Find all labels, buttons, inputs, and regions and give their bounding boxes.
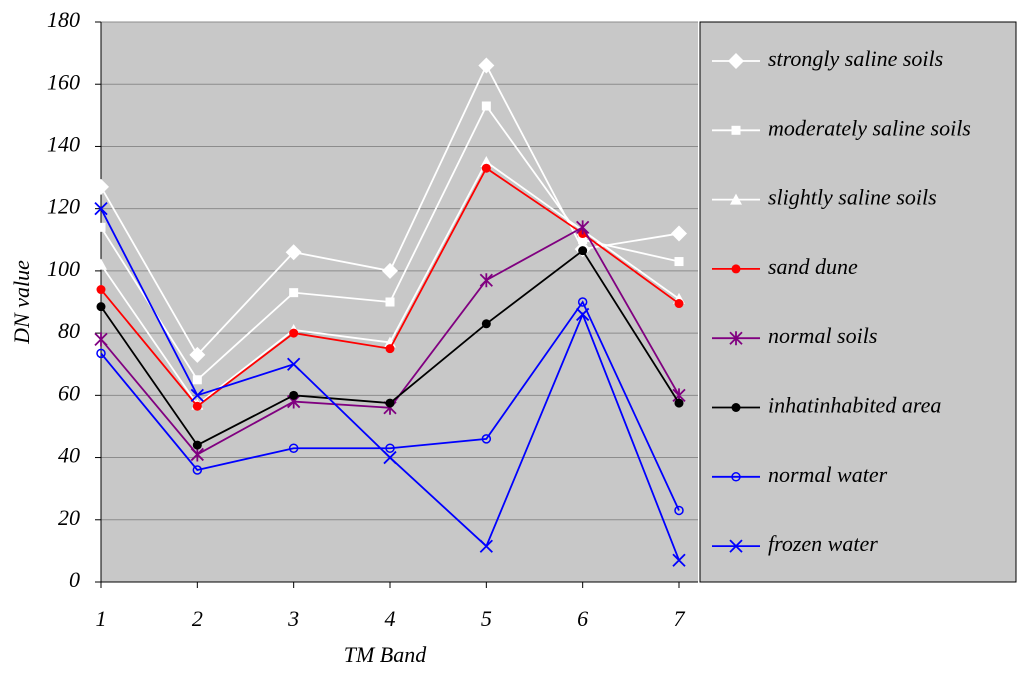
- marker: [289, 390, 299, 400]
- legend-marker: [731, 403, 741, 412]
- x-tick-label: 3: [287, 606, 299, 631]
- x-tick-label: 5: [481, 606, 492, 631]
- marker: [576, 307, 590, 322]
- legend-marker: [728, 53, 744, 69]
- x-tick-label: 4: [385, 606, 396, 631]
- marker: [96, 285, 106, 295]
- y-tick-label: 60: [58, 380, 80, 405]
- marker: [382, 262, 398, 279]
- marker: [674, 505, 684, 516]
- legend-marker: [729, 331, 743, 346]
- y-tick-label: 40: [58, 443, 80, 468]
- marker: [478, 57, 495, 74]
- series-line: [100, 300, 680, 511]
- x-tick-label: 2: [192, 606, 203, 631]
- marker: [385, 443, 395, 453]
- marker: [289, 328, 299, 338]
- marker: [192, 375, 202, 385]
- y-tick-label: 160: [47, 69, 80, 94]
- legend-marker: [731, 125, 741, 135]
- marker: [189, 346, 206, 363]
- y-tick-label: 140: [47, 131, 80, 156]
- legend-marker: [729, 539, 743, 553]
- y-tick-label: 180: [47, 7, 80, 32]
- marker: [479, 273, 493, 288]
- marker: [578, 246, 588, 256]
- marker: [94, 202, 108, 216]
- marker: [671, 225, 687, 242]
- legend-marker: [730, 193, 742, 205]
- x-axis-label: TM Band: [344, 642, 428, 667]
- marker: [672, 553, 686, 567]
- legend-label: frozen water: [768, 531, 878, 556]
- legend-box: [699, 21, 1017, 583]
- legend-label: normal soils: [768, 323, 877, 348]
- legend-label: moderately saline soils: [768, 115, 971, 140]
- marker: [93, 178, 109, 195]
- x-tick-label: 7: [674, 606, 686, 631]
- legend-label: sand dune: [768, 254, 858, 279]
- marker: [383, 450, 397, 465]
- marker: [96, 302, 106, 312]
- y-axis-label: DN value: [9, 260, 34, 345]
- marker: [385, 344, 395, 354]
- marker: [96, 222, 106, 232]
- marker: [289, 288, 299, 298]
- marker: [385, 398, 395, 408]
- marker: [190, 388, 204, 402]
- marker: [674, 257, 684, 267]
- marker: [192, 401, 202, 411]
- x-tick-label: 6: [577, 606, 588, 631]
- marker: [385, 297, 395, 307]
- legend-marker: [731, 472, 741, 482]
- marker: [674, 398, 684, 408]
- marker: [192, 440, 202, 450]
- marker: [674, 299, 684, 309]
- marker: [481, 101, 491, 111]
- marker: [192, 465, 203, 475]
- marker: [578, 235, 588, 245]
- marker: [479, 539, 493, 553]
- marker: [287, 357, 301, 371]
- marker: [480, 156, 493, 167]
- marker: [576, 220, 590, 235]
- y-tick-label: 100: [47, 256, 80, 281]
- marker: [577, 297, 588, 307]
- legend-label: normal water: [768, 462, 888, 487]
- marker: [288, 443, 299, 453]
- legend-label: slightly saline soils: [768, 185, 937, 210]
- y-tick-label: 0: [69, 567, 80, 592]
- legend-label: inhatinhabited area: [768, 393, 941, 418]
- x-tick-label: 1: [96, 606, 107, 631]
- marker: [481, 319, 491, 329]
- marker: [481, 434, 492, 444]
- y-tick-label: 20: [58, 505, 80, 530]
- y-tick-label: 120: [47, 194, 80, 219]
- legend-marker: [731, 264, 741, 274]
- legend-label: strongly saline soils: [768, 46, 943, 71]
- marker: [285, 244, 302, 261]
- marker: [190, 447, 204, 462]
- marker: [95, 258, 107, 270]
- plot-area: [101, 22, 698, 582]
- y-tick-label: 80: [58, 318, 80, 343]
- marker: [481, 163, 491, 173]
- marker: [94, 332, 108, 347]
- marker: [96, 348, 106, 359]
